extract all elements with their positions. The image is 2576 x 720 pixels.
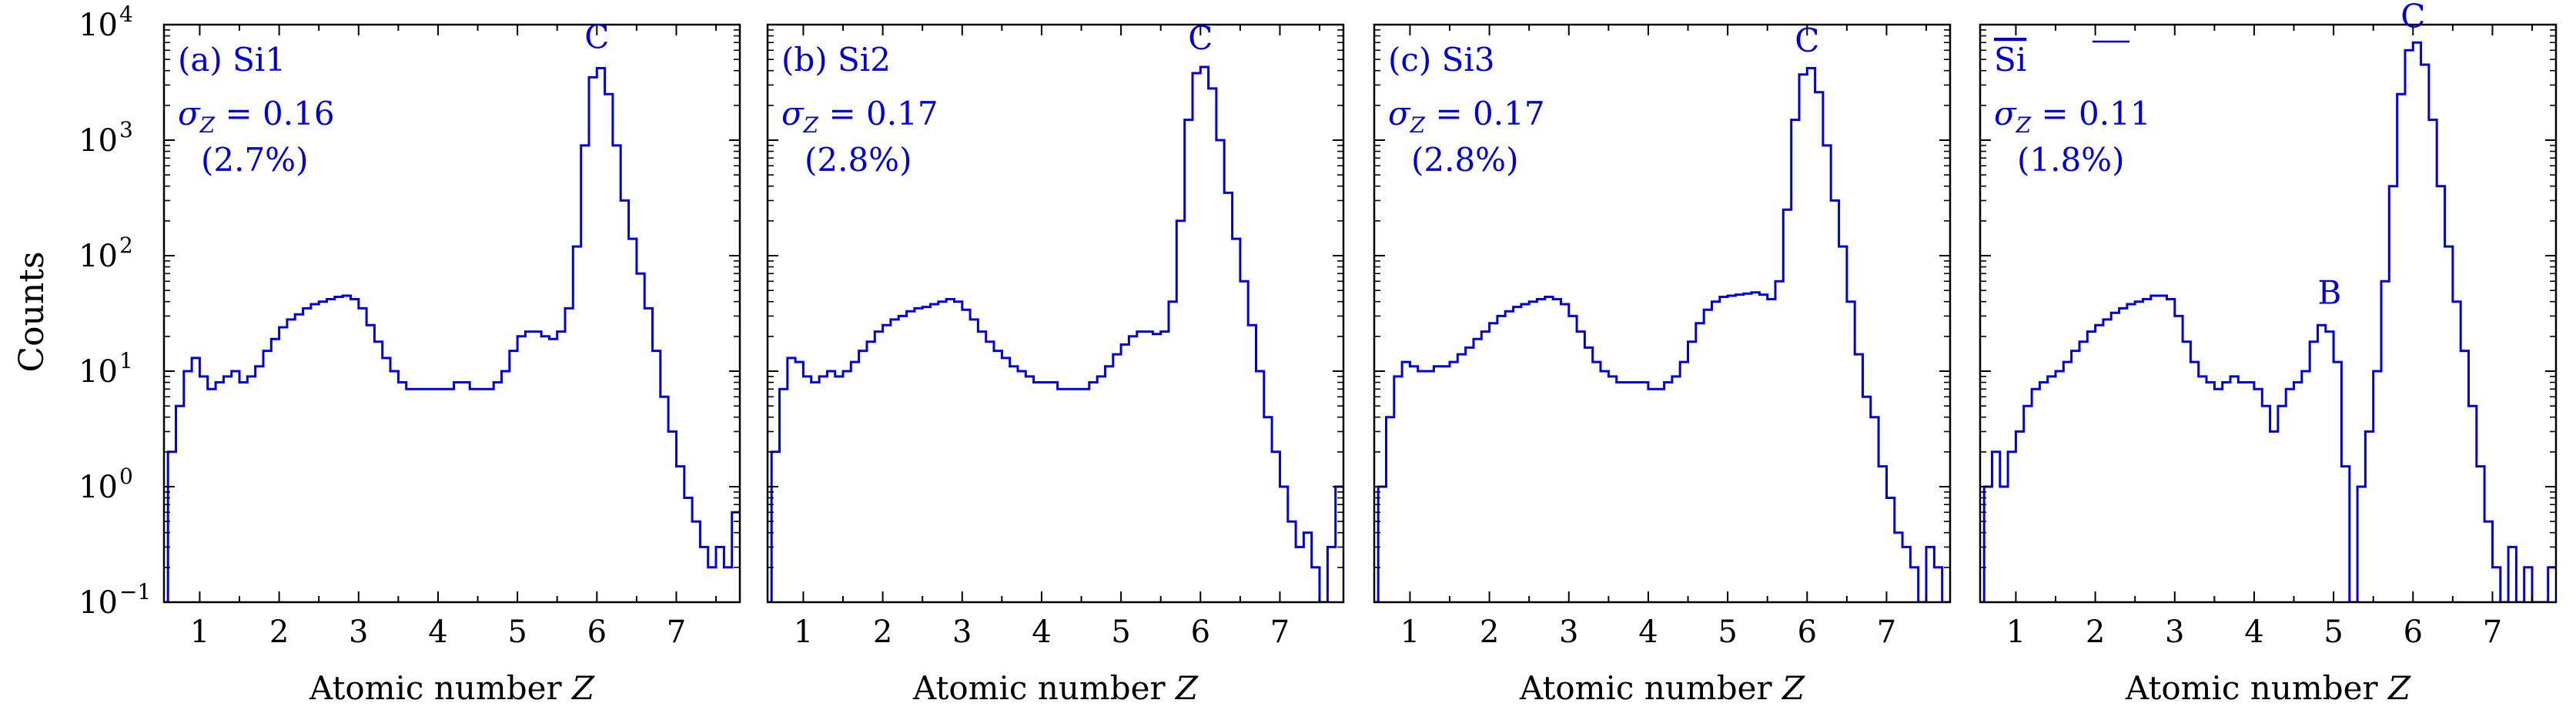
x-tick-label: 7	[1877, 615, 1896, 650]
x-tick-label: 1	[794, 615, 813, 650]
x-tick-label: 1	[1400, 615, 1420, 650]
sigma-label: σZ = 0.17	[1388, 95, 1545, 138]
y-tick-label: 10	[79, 239, 118, 274]
histogram-series	[768, 65, 1343, 602]
x-tick-label: 2	[873, 615, 892, 650]
panel-title: (a) Si1	[178, 41, 286, 79]
peak-annotation-C: C	[2400, 0, 2425, 35]
y-tick-label: 10	[79, 354, 118, 390]
x-tick-label: 6	[587, 615, 607, 650]
y-tick-exponent: 2	[119, 233, 133, 258]
x-tick-label: 1	[2006, 615, 2026, 650]
x-tick-label: 3	[952, 615, 972, 650]
x-tick-label: 3	[2165, 615, 2184, 650]
x-tick-label: 7	[2483, 615, 2502, 650]
panel-b: 1 2 3 4 5 6 7 Atomic number Z (b) Si2 σZ = 0.17(2…	[766, 19, 1345, 707]
plot-frame	[162, 23, 741, 604]
y-tick-label: 10	[79, 8, 118, 43]
y-tick-label: 10	[79, 123, 118, 159]
y-tick-exponent: −1	[119, 579, 151, 604]
x-tick-label: 4	[428, 615, 447, 650]
plot-frame	[1373, 23, 1952, 604]
x-tick-label: 2	[2086, 615, 2105, 650]
peak-annotation-C: C	[584, 18, 609, 56]
y-tick-exponent: 1	[119, 348, 133, 373]
y-tick-exponent: 0	[119, 464, 133, 489]
percent-label: (2.7%)	[201, 141, 308, 179]
sigma-label: σZ = 0.11	[1994, 95, 2151, 138]
x-tick-label: 5	[507, 615, 527, 650]
x-axis-title: Atomic number Z	[309, 669, 595, 707]
histogram-series	[1980, 41, 2556, 602]
x-axis-title: Atomic number Z	[912, 669, 1199, 707]
peak-annotation-C: C	[1188, 19, 1213, 57]
plot-frame	[766, 23, 1345, 604]
percent-label: (1.8%)	[2017, 141, 2124, 179]
x-tick-label: 3	[349, 615, 368, 650]
percent-label: (2.8%)	[805, 141, 912, 179]
x-tick-label: 2	[1480, 615, 1499, 650]
x-tick-label: 4	[1638, 615, 1658, 650]
panel-title: Si	[1994, 41, 2026, 79]
x-tick-label: 6	[1798, 615, 1817, 650]
histogram-series	[1374, 67, 1950, 602]
x-tick-label: 7	[1270, 615, 1290, 650]
x-tick-label: 5	[1111, 615, 1130, 650]
x-tick-label: 4	[1032, 615, 1051, 650]
x-tick-label: 2	[269, 615, 289, 650]
y-tick-exponent: 3	[119, 117, 133, 142]
x-axis-title: Atomic number Z	[2125, 669, 2411, 707]
x-tick-label: 4	[2244, 615, 2263, 650]
y-tick-exponent: 4	[119, 2, 133, 27]
x-tick-label: 7	[667, 615, 686, 650]
x-tick-label: 5	[2323, 615, 2343, 650]
histogram-series	[164, 67, 740, 602]
y-tick-label: 10	[79, 470, 118, 505]
peak-annotation-B: B	[2318, 273, 2342, 311]
panel-title: (c) Si3	[1388, 41, 1495, 79]
x-tick-label: 1	[190, 615, 209, 650]
panel-d: 1 2 3 4 5 6 7 Atomic number Z Si σZ = 0.11(1.8%) C…	[1979, 0, 2558, 707]
panel-c: 1 2 3 4 5 6 7 Atomic number Z (c) Si3 σZ = 0.17(2…	[1373, 22, 1952, 707]
y-axis-title: Counts	[12, 251, 52, 372]
panel-title: (b) Si2	[781, 41, 891, 79]
sigma-label: σZ = 0.16	[178, 95, 335, 138]
percent-label: (2.8%)	[1411, 141, 1518, 179]
x-tick-label: 3	[1559, 615, 1578, 650]
x-tick-label: 6	[1191, 615, 1210, 650]
sigma-label: σZ = 0.17	[781, 95, 938, 138]
x-tick-label: 5	[1718, 615, 1737, 650]
peak-annotation-C: C	[1795, 22, 1819, 59]
x-axis-title: Atomic number Z	[1519, 669, 1805, 707]
x-tick-label: 6	[2404, 615, 2423, 650]
y-tick-label: 10	[79, 585, 118, 621]
plot-frame	[1979, 23, 2558, 604]
